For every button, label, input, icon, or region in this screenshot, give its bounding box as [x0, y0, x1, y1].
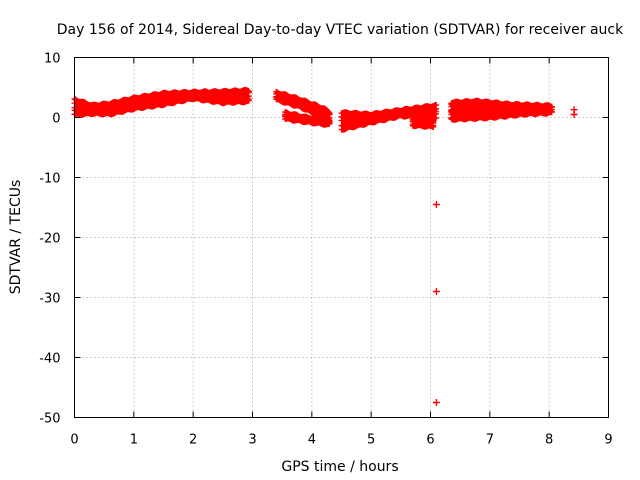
outlier-point [432, 201, 440, 208]
y-tick-label: 0 [52, 112, 60, 127]
axis-ticks [74, 57, 609, 418]
outlier-point [432, 399, 440, 406]
x-tick-label: 5 [367, 433, 375, 448]
band-markers [409, 115, 437, 130]
x-tick-label: 2 [189, 433, 197, 448]
band-markers [273, 88, 333, 126]
x-tick-labels: 0 1 2 3 4 5 6 7 8 9 [70, 433, 612, 448]
y-tick-label: -40 [39, 352, 60, 367]
x-tick-label: 4 [308, 433, 316, 448]
x-axis-label: GPS time / hours [281, 459, 398, 475]
x-tick-label: 8 [545, 433, 553, 448]
band-segment [282, 109, 333, 128]
y-axis-label: SDTVAR / TECUs [8, 180, 24, 295]
x-tick-label: 1 [130, 433, 138, 448]
x-tick-label: 9 [604, 433, 612, 448]
band-segment [273, 88, 333, 126]
chart-title: Day 156 of 2014, Sidereal Day-to-day VTE… [57, 22, 624, 38]
y-tick-label: -20 [39, 232, 60, 247]
x-tick-label: 0 [70, 433, 78, 448]
band-markers [71, 87, 252, 118]
outlier-point [570, 111, 578, 118]
band-segment [409, 115, 437, 130]
y-tick-label: -10 [39, 172, 60, 187]
band-markers [282, 109, 333, 128]
y-tick-label: -50 [39, 412, 60, 427]
y-tick-labels: 10 0 -10 -20 -30 -40 -50 [39, 52, 60, 427]
data-points [71, 87, 578, 406]
x-tick-label: 6 [426, 433, 434, 448]
band-segment [71, 87, 252, 118]
x-tick-label: 3 [248, 433, 256, 448]
outlier-point [432, 288, 440, 295]
band-segment [448, 102, 555, 123]
y-tick-label: -30 [39, 292, 60, 307]
x-tick-label: 7 [486, 433, 494, 448]
band-markers [448, 102, 555, 123]
y-tick-label: 10 [44, 52, 61, 67]
